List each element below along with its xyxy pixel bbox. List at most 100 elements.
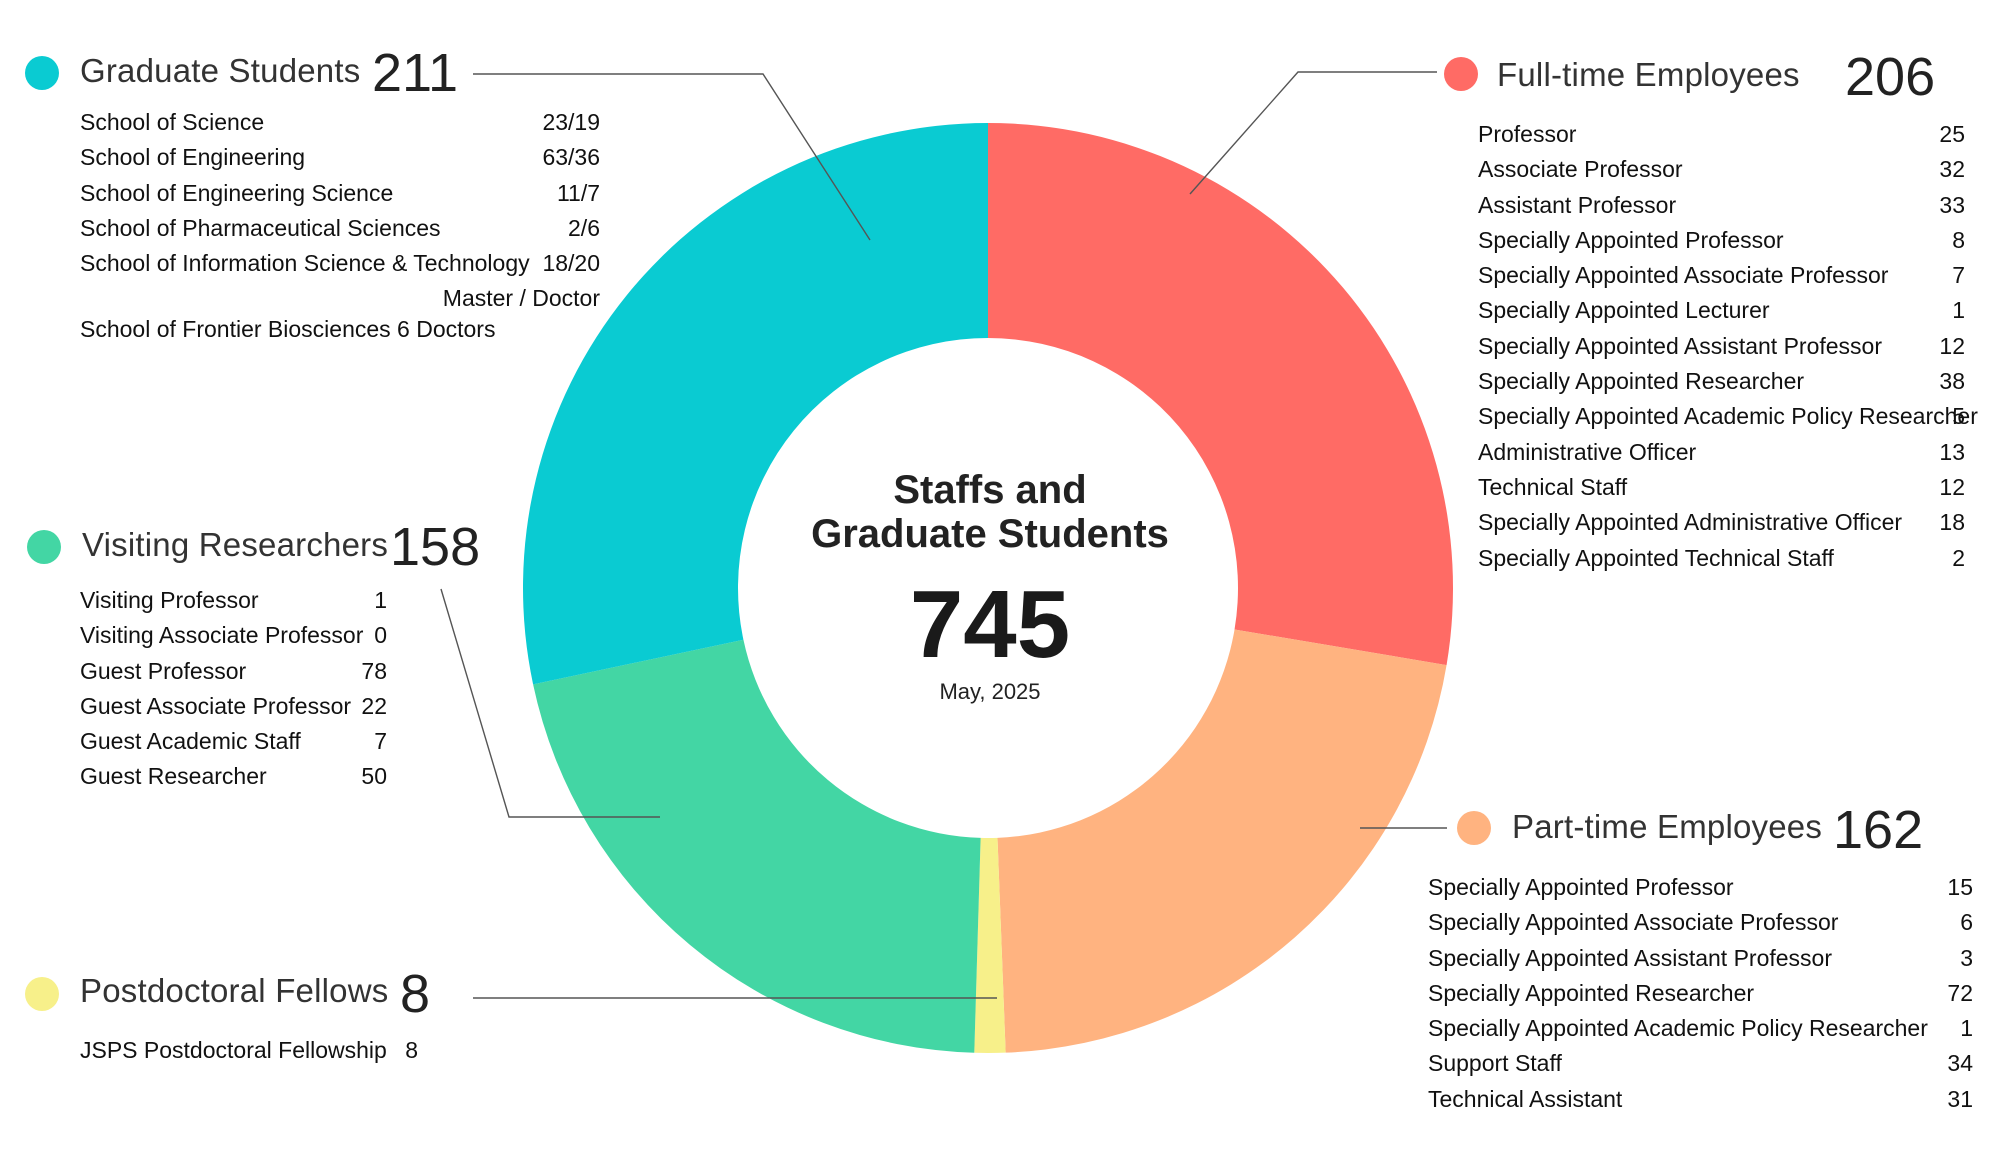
fulltime-row: Specially Appointed Academic Policy Rese… [1478, 399, 1978, 434]
rows-postdoc: JSPS Postdoctoral Fellowship 8 [80, 1033, 418, 1068]
center-date: May, 2025 [939, 679, 1041, 704]
fulltime-row-value: 2 [1952, 544, 1965, 571]
donut-slices [522, 123, 1453, 1054]
fulltime-row: Associate Professor 32 [1478, 152, 1965, 187]
visiting-row-value: 22 [361, 692, 387, 719]
visiting-row-value: 78 [361, 657, 387, 684]
graduate-row: School of Science 23/19 [80, 105, 600, 140]
parttime-row-value: 6 [1960, 909, 1973, 936]
graduate-row-label: School of Engineering Science [80, 179, 394, 206]
slice-part-time-employees [997, 629, 1447, 1053]
legend-dot-postdoc [25, 977, 59, 1011]
fulltime-row-value: 13 [1939, 438, 1965, 465]
parttime-row: Technical Assistant 31 [1428, 1082, 1973, 1117]
slice-graduate-students [522, 123, 988, 685]
fulltime-row: Assistant Professor 33 [1478, 188, 1965, 223]
group-total-postdoc: 8 [400, 964, 431, 1024]
fulltime-row-value: 12 [1939, 473, 1965, 500]
group-title-visiting: Visiting Researchers [82, 526, 389, 563]
parttime-row-label: Specially Appointed Assistant Professor [1428, 944, 1833, 971]
center-title-line2: Graduate Students [811, 512, 1169, 556]
parttime-row-label: Specially Appointed Academic Policy Rese… [1428, 1015, 1928, 1042]
parttime-row-label: Specially Appointed Professor [1428, 874, 1734, 900]
visiting-row: Guest Professor 78 [80, 654, 387, 689]
parttime-row: Specially Appointed Researcher 72 [1428, 976, 1973, 1011]
fulltime-row: Specially Appointed Technical Staff 2 [1478, 541, 1965, 576]
fulltime-row: Specially Appointed Professor 8 [1478, 223, 1965, 258]
fulltime-row-value: 18 [1939, 509, 1965, 536]
fulltime-row-label: Specially Appointed Professor [1478, 226, 1784, 253]
fulltime-row: Technical Staff 12 [1478, 470, 1965, 505]
leader-lines [440, 71, 1447, 999]
group-total-graduate: 211 [372, 43, 459, 103]
graduate-row: School of Information Science & Technolo… [80, 246, 600, 281]
group-total-fulltime: 206 [1845, 47, 1936, 107]
fulltime-row-label: Administrative Officer [1478, 438, 1697, 465]
parttime-row-label: Support Staff [1428, 1050, 1562, 1077]
parttime-row: Specially Appointed Academic Policy Rese… [1428, 1011, 1973, 1046]
legend-dot-visiting [27, 530, 61, 564]
graduate-row: School of Engineering Science 11/7 [80, 176, 600, 211]
leader-line-graduate [473, 73, 871, 241]
parttime-row-value: 15 [1947, 874, 1973, 900]
fulltime-row-value: 7 [1952, 262, 1965, 289]
fulltime-row-label: Specially Appointed Researcher [1478, 368, 1805, 395]
graduate-row-value: Master / Doctor [442, 285, 600, 312]
fulltime-row: Specially Appointed Associate Professor 7 [1478, 258, 1965, 293]
slice-full-time-employees [988, 123, 1453, 666]
rows-graduate: School of Science 23/19 School of Engineer… [80, 105, 600, 317]
fulltime-row: Specially Appointed Researcher 38 [1478, 364, 1965, 399]
visiting-row: Visiting Professor 1 [80, 583, 387, 618]
visiting-row-value: 7 [374, 728, 387, 755]
leader-line-visiting [440, 588, 660, 818]
graduate-row-label: School of Pharmaceutical Sciences [80, 214, 441, 241]
graduate-row-value: 63/36 [542, 144, 600, 171]
group-total-parttime: 162 [1833, 800, 1924, 860]
fulltime-row: Specially Appointed Administrative Offic… [1478, 505, 1965, 540]
fulltime-row-label: Professor [1478, 121, 1577, 147]
group-title-parttime: Part-time Employees [1512, 808, 1823, 845]
visiting-row: Guest Associate Professor 22 [80, 689, 387, 724]
legend-dot-parttime [1457, 811, 1491, 845]
leader-line-fulltime [1189, 71, 1437, 195]
parttime-row: Specially Appointed Assistant Professor 3 [1428, 941, 1973, 976]
fulltime-row-value: 32 [1939, 156, 1965, 183]
legend-dot-graduate [25, 56, 59, 90]
visiting-row-label: Guest Academic Staff [80, 728, 301, 755]
fulltime-row-label: Assistant Professor [1478, 191, 1677, 218]
group-title-postdoc: Postdoctoral Fellows [80, 972, 389, 1009]
visiting-row-label: Visiting Associate Professor [80, 622, 364, 649]
graduate-row-label: School of Science [80, 109, 265, 135]
visiting-row-label: Guest Associate Professor [80, 692, 352, 719]
fulltime-row: Professor 25 [1478, 117, 1965, 152]
slice-postdoctoral-fellows [974, 837, 1006, 1054]
parttime-row-label: Specially Appointed Associate Professor [1428, 909, 1839, 936]
fulltime-row: Specially Appointed Assistant Professor 1… [1478, 329, 1965, 364]
visiting-row-value: 0 [374, 622, 387, 649]
graduate-row: School of Pharmaceutical Sciences 2/6 [80, 211, 600, 246]
fulltime-row-label: Specially Appointed Academic Policy Rese… [1478, 403, 1978, 430]
fulltime-row-label: Technical Staff [1478, 473, 1628, 500]
slice-visiting-researchers [533, 639, 981, 1053]
postdoc-row: JSPS Postdoctoral Fellowship 8 [80, 1033, 418, 1068]
center-title: Staffs and Graduate Students [790, 468, 1190, 556]
parttime-row: Specially Appointed Associate Professor 6 [1428, 905, 1973, 940]
visiting-row-label: Guest Researcher [80, 763, 267, 790]
legend-dot-fulltime [1444, 57, 1478, 91]
center-total: 745 [909, 571, 1071, 678]
graduate-row: Master / Doctor [80, 281, 600, 316]
fulltime-row-label: Specially Appointed Assistant Professor [1478, 332, 1883, 359]
fulltime-row-value: 12 [1939, 332, 1965, 359]
fulltime-row-value: 33 [1939, 191, 1965, 218]
parttime-row-value: 34 [1947, 1050, 1973, 1077]
fulltime-row-label: Associate Professor [1478, 156, 1683, 183]
visiting-row: Guest Researcher 50 [80, 759, 387, 794]
center-title-line1: Staffs and [893, 468, 1087, 512]
fulltime-row-value: 5 [1952, 403, 1965, 430]
fulltime-row-value: 1 [1952, 297, 1965, 324]
visiting-row-label: Visiting Professor [80, 587, 259, 613]
group-total-visiting: 158 [390, 517, 481, 577]
rows-fulltime: Professor 25 Associate Professor 32 Assistan… [1478, 117, 1978, 576]
fulltime-row: Administrative Officer 13 [1478, 435, 1965, 470]
rows-visiting: Visiting Professor 1 Visiting Associate Pr… [80, 583, 387, 795]
